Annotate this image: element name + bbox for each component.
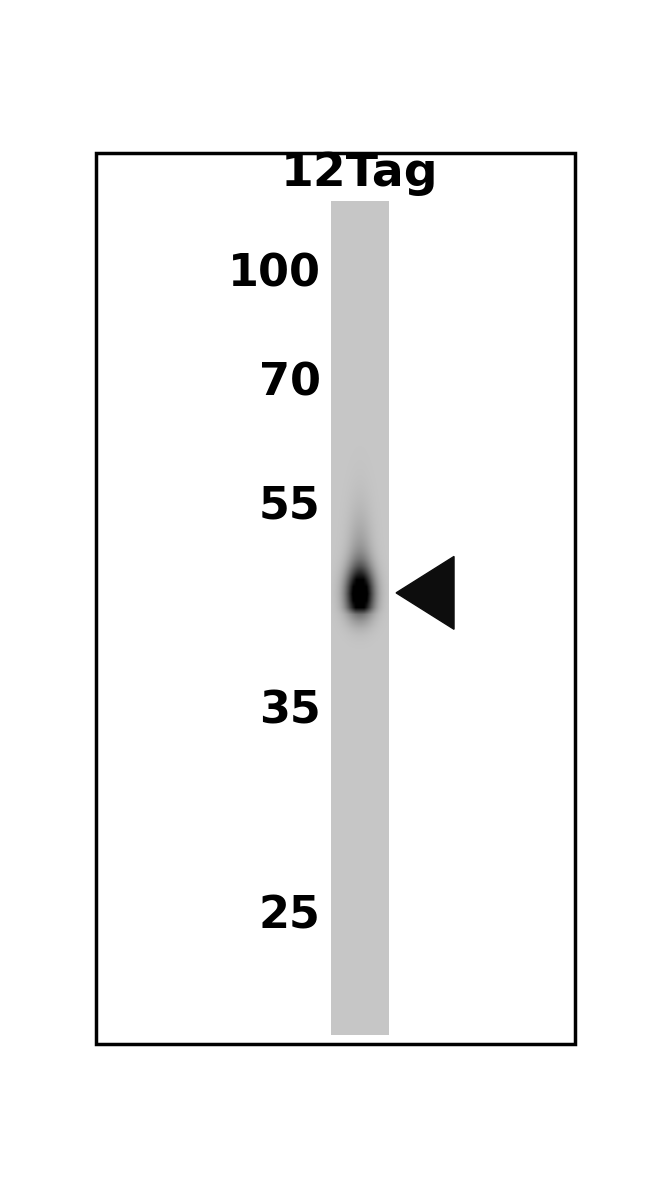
Text: 35: 35 [259,690,320,732]
Polygon shape [396,556,454,629]
Text: 70: 70 [259,362,320,405]
Text: 100: 100 [227,252,320,296]
Bar [331,201,389,1035]
Text: 12Tag: 12Tag [281,151,438,196]
Text: 55: 55 [259,485,320,528]
Text: 25: 25 [259,894,320,938]
